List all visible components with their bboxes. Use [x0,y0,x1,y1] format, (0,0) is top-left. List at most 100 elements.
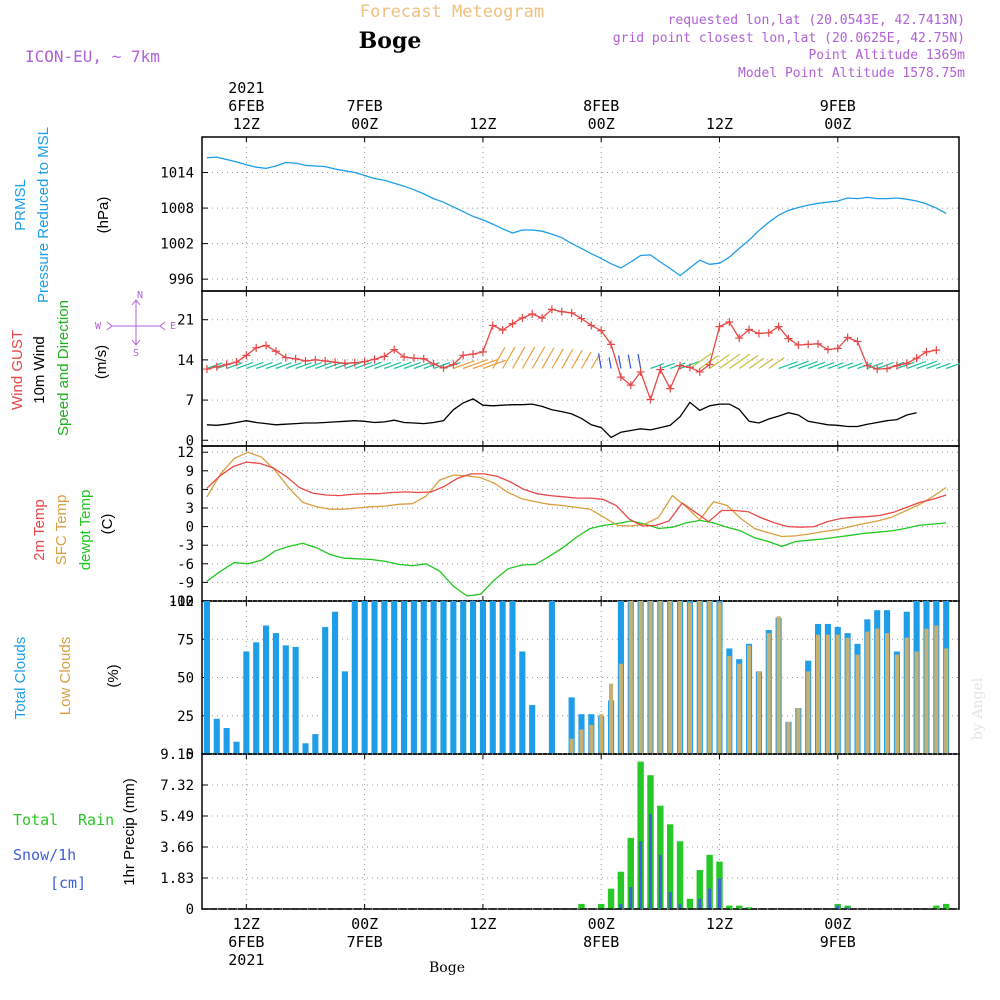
total-cloud-bar [548,601,555,754]
wind-gust-marker [853,337,862,346]
precip-ytick-label: 5.49 [160,809,194,825]
wind-dir-arrow [906,360,927,370]
wind-dir-arrow [256,361,273,370]
temperature-panel: -12 -9 -6 -3 0 3 6 9 12 [169,445,960,610]
snow-bar [658,854,662,909]
wind-dir-arrow [728,353,751,369]
low-cloud-bar [727,656,732,754]
wind-dir-arrow [768,357,785,369]
total-cloud-bar [332,611,339,754]
wind-dir-arrow [226,362,243,370]
rain-bar [726,905,733,909]
low-cloud-bar [894,654,899,754]
wind-dir-arrow [354,361,373,370]
snow-bar [619,903,623,909]
wind-gust-marker [794,340,803,349]
pressure-label-prmsl: PRMSL [12,179,29,231]
wind-gust-line [206,308,937,402]
total-cloud-bar [243,651,250,754]
wind-dir-arrow [788,360,809,370]
compass-e: E [170,321,176,332]
rain-bar [617,871,625,909]
wind-gust-marker [518,313,527,322]
wind-dir-arrow [295,362,312,370]
wind-dir-arrow [206,362,223,370]
snow-bar [698,898,702,909]
compass-w: W [95,321,102,332]
wind-gust-marker [922,347,931,356]
wind-dir-arrow [374,361,392,370]
low-cloud-bar [579,729,584,754]
total-cloud-bar [263,625,270,754]
wind-gust-marker [350,358,359,367]
wind-gust-marker [636,367,645,376]
total-cloud-bar [233,741,240,754]
wind-gust-marker [912,354,921,363]
wind-gust-marker [656,365,665,374]
wind-dir-arrow [896,361,915,370]
wind-gust-marker [212,362,221,371]
top-axis-hour: 12Z [233,115,260,133]
clouds-panel: 0 25 50 75 100 [169,594,960,763]
wind-gust-marker [340,359,349,368]
low-cloud-bar [589,724,594,754]
wind-gust-marker [784,334,793,343]
wind-dir-arrow [531,346,546,369]
snow-bar [717,878,721,909]
wind-dir-arrow [798,360,818,370]
pressure-label-msl: Pressure Reduced to MSL [35,127,52,303]
low-cloud-bar [776,616,781,754]
temp-ytick-label: -12 [169,594,194,610]
bottom-axis-hour: 12Z [706,915,733,933]
wind-gust-marker [202,365,211,374]
wind-gust-marker [715,322,724,331]
wind-dir-arrow [394,361,412,370]
low-cloud-bar [845,637,850,754]
wind-gust-marker [725,318,734,326]
rain-bar [637,761,644,909]
wind-gust-marker [459,351,468,360]
wind-gust-marker [685,363,694,372]
total-cloud-bar [391,601,398,754]
top-axis-hour: 12Z [469,115,496,133]
wind-gust-marker [607,340,616,349]
snow-bar [639,841,643,909]
temp-ytick-label: -6 [177,557,194,573]
wind-dir-arrow [285,362,302,370]
wind-gust-marker [557,307,566,316]
rain-bar [735,905,743,909]
temp-ytick-label: 3 [186,501,194,517]
location-title: Boge [359,28,422,54]
precip-ytick-label: 9.15 [160,747,194,763]
total-cloud-bar [519,651,526,754]
low-cloud-bar [835,634,840,754]
snow-bar [708,888,712,909]
wind-dir-arrow [597,353,602,369]
wind-dir-arrow [413,362,431,370]
point-altitude: Point Altitude 1369m [808,48,965,63]
precip-frame [201,753,960,910]
wind-dir-arrow [571,349,583,369]
total-cloud-bar [213,718,220,754]
low-cloud-bar [786,721,791,754]
wind-gust-marker [577,314,586,323]
precip-ytick-label: 0 [186,902,194,918]
wind-dir-arrow [719,353,741,369]
wind-dir-arrow [580,351,592,369]
cloud-label-unit: (%) [105,664,122,687]
wind-gust-marker [429,359,438,368]
watermark: by Angel [970,677,986,740]
wind-ytick-label: 0 [186,433,194,449]
wind-gust-marker [301,357,310,366]
chart-title: Forecast Meteogram [360,2,544,22]
wind-gust-marker [804,340,813,349]
wind-dir-arrow [709,354,730,369]
pressure-ytick-label: 1014 [160,166,194,182]
wind-gust-marker [754,329,763,338]
wind-gust-marker [419,354,428,363]
total-cloud-bar [282,645,289,754]
temp-ytick-label: -3 [177,538,194,554]
rain-bar [627,837,634,909]
precip-ytick-label: 3.66 [160,840,194,856]
